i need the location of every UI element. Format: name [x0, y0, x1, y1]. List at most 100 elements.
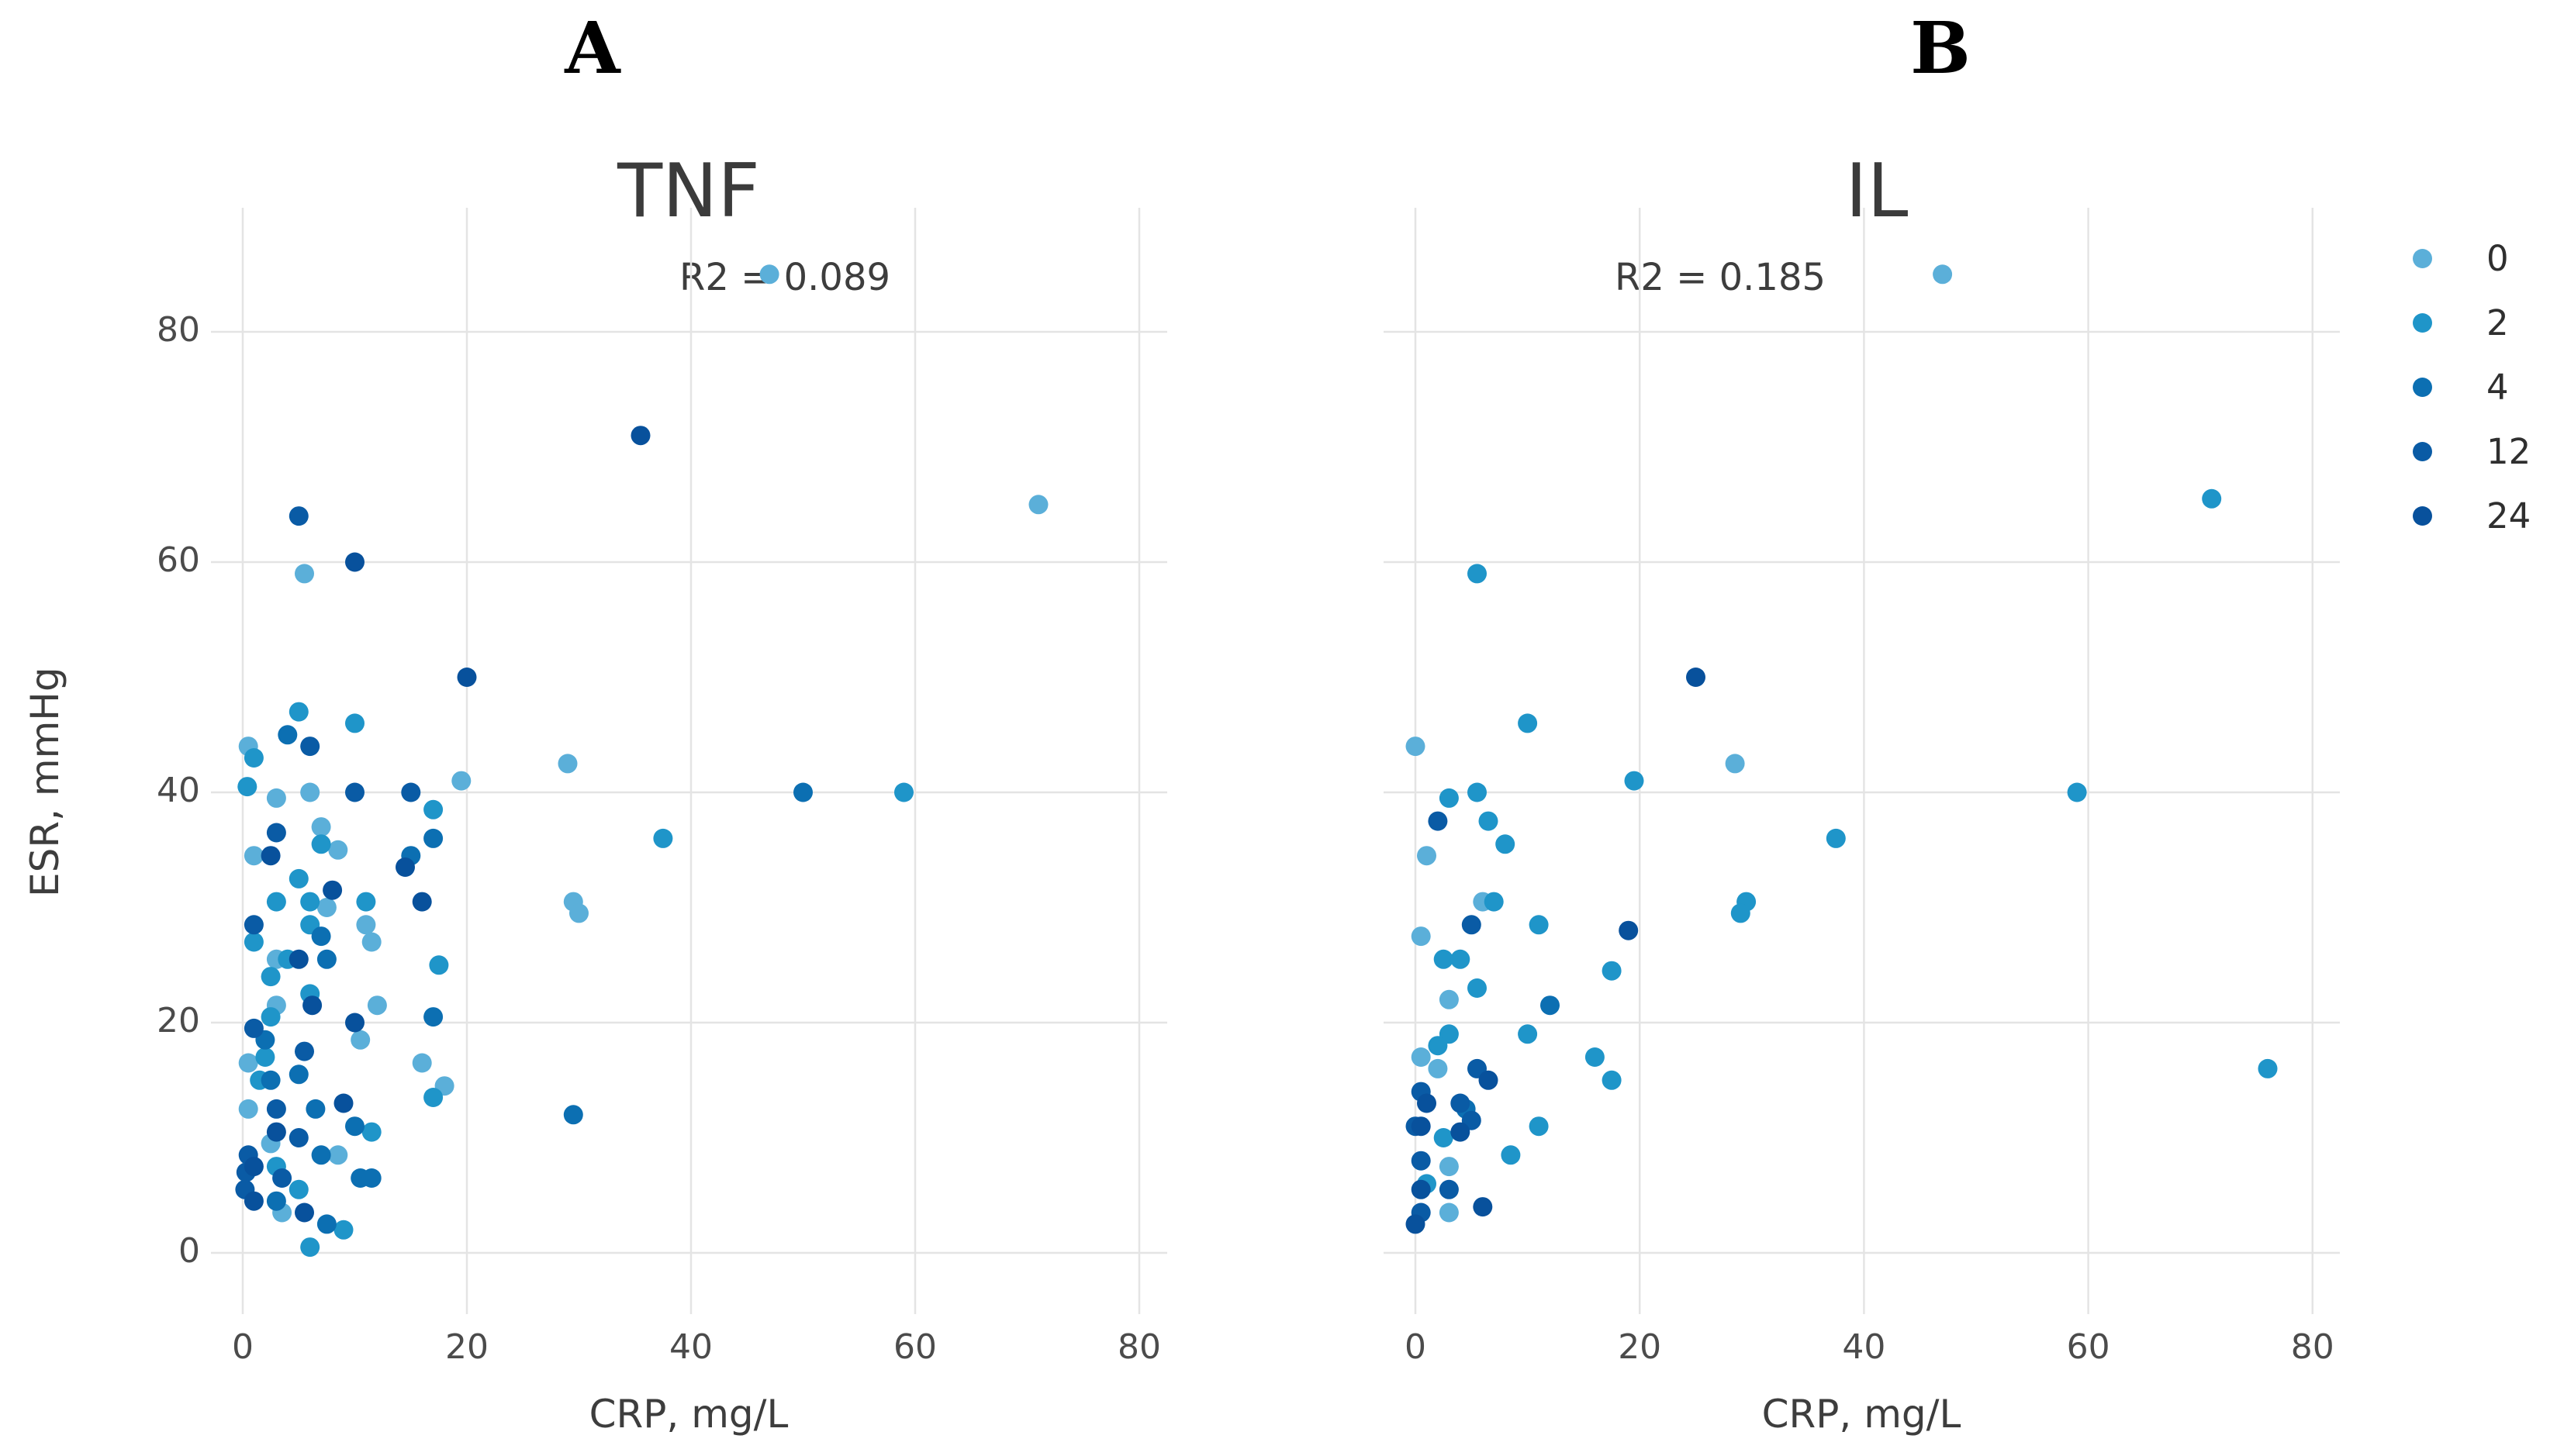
data-point-week-4: [423, 1007, 444, 1027]
data-point-week-12: [244, 1018, 264, 1038]
data-point-week-24: [302, 995, 323, 1016]
data-point-week-2: [1730, 903, 1750, 923]
data-point-week-24: [412, 892, 432, 912]
data-point-week-24: [266, 1122, 286, 1142]
data-point-week-0: [361, 932, 382, 952]
data-point-week-2: [1439, 788, 1459, 808]
legend-dot-icon: [2413, 506, 2432, 526]
data-point-week-12: [266, 1099, 286, 1119]
data-point-week-4: [361, 1168, 382, 1188]
data-point-week-24: [1411, 1116, 1431, 1137]
data-point-week-0: [1439, 1202, 1459, 1223]
data-point-week-2: [300, 892, 320, 912]
data-point-week-24: [1411, 1179, 1431, 1199]
data-point-week-24: [261, 846, 281, 866]
data-point-week-0: [569, 903, 589, 923]
data-point-week-2: [2258, 1058, 2278, 1078]
scatter-plot-tnf: [211, 208, 1167, 1314]
data-point-week-4: [316, 949, 337, 969]
data-point-week-2: [1495, 834, 1515, 854]
data-point-week-0: [558, 754, 578, 774]
data-point-week-4: [423, 828, 444, 848]
data-point-week-0: [356, 915, 376, 935]
legend-row: 2: [2400, 291, 2531, 355]
data-point-week-2: [1478, 811, 1498, 831]
legend-label: 12: [2486, 431, 2531, 472]
data-point-week-4: [793, 782, 813, 802]
data-point-week-12: [266, 823, 286, 843]
data-point-week-4: [316, 1214, 337, 1234]
data-point-week-0: [1933, 264, 1953, 285]
data-point-week-24: [1405, 1214, 1425, 1234]
panel-label-a: A: [565, 6, 620, 90]
data-point-week-0: [1417, 846, 1436, 866]
data-point-week-12: [1428, 811, 1448, 831]
data-point-week-2: [1529, 915, 1549, 935]
panel-title-tnf: TNF: [617, 149, 760, 234]
y-tick-label: 0: [178, 1231, 200, 1271]
data-point-week-24: [1619, 920, 1639, 940]
data-point-week-24: [631, 426, 651, 446]
data-point-week-2: [894, 782, 914, 802]
data-point-week-24: [1417, 1093, 1436, 1113]
data-point-week-0: [295, 564, 314, 584]
data-point-week-0: [244, 846, 264, 866]
data-point-week-24: [345, 552, 365, 572]
data-point-week-2: [2067, 782, 2087, 802]
data-point-week-2: [1518, 713, 1538, 733]
data-point-week-0: [316, 898, 337, 917]
legend: 0 2 4 12 24: [2400, 226, 2531, 548]
data-point-week-2: [311, 834, 331, 854]
y-axis-title: ESR, mmHg: [22, 667, 67, 897]
data-point-week-2: [289, 868, 309, 888]
data-point-week-4: [306, 1099, 326, 1119]
x-tick-label: 20: [445, 1327, 489, 1367]
data-point-week-0: [1411, 926, 1431, 947]
legend-dot-icon: [2413, 313, 2432, 333]
data-point-week-4: [289, 1064, 309, 1085]
data-point-week-0: [311, 817, 331, 837]
data-point-week-2: [423, 799, 444, 819]
data-point-week-2: [261, 967, 281, 987]
x-axis-title-tnf: CRP, mg/L: [589, 1392, 789, 1437]
data-point-week-24: [1686, 668, 1705, 687]
data-point-week-2: [1501, 1145, 1521, 1165]
legend-label: 2: [2486, 302, 2509, 343]
data-point-week-2: [1826, 828, 1846, 848]
data-point-week-2: [361, 1122, 382, 1142]
x-tick-label: 80: [2290, 1327, 2334, 1367]
data-point-week-12: [289, 1128, 309, 1147]
x-tick-label: 60: [2066, 1327, 2110, 1367]
data-point-week-2: [1529, 1116, 1549, 1137]
data-point-week-4: [311, 926, 331, 947]
data-point-week-24: [457, 668, 477, 687]
data-point-week-12: [345, 782, 365, 802]
data-point-week-0: [238, 1099, 258, 1119]
x-tick-label: 40: [669, 1327, 713, 1367]
data-point-week-2: [1624, 771, 1644, 791]
data-point-week-2: [429, 955, 449, 975]
data-point-week-24: [1473, 1197, 1493, 1217]
x-tick-label: 40: [1842, 1327, 1886, 1367]
data-point-week-0: [328, 1145, 348, 1165]
x-tick-label: 60: [893, 1327, 937, 1367]
legend-row: 4: [2400, 355, 2531, 419]
legend-row: 24: [2400, 484, 2531, 548]
data-point-week-2: [261, 1007, 281, 1027]
data-point-week-0: [1439, 989, 1459, 1009]
data-point-week-24: [1450, 1122, 1470, 1142]
data-point-week-12: [1461, 915, 1481, 935]
data-point-week-2: [1518, 1024, 1538, 1044]
data-point-week-2: [356, 892, 376, 912]
y-tick-label: 80: [157, 310, 200, 350]
data-point-week-2: [289, 702, 309, 722]
legend-label: 4: [2486, 367, 2509, 408]
data-point-week-0: [759, 264, 779, 285]
data-point-week-24: [289, 949, 309, 969]
data-point-week-2: [1484, 892, 1504, 912]
data-point-week-2: [1467, 564, 1487, 584]
data-point-week-24: [345, 1013, 365, 1033]
data-point-week-0: [266, 788, 286, 808]
data-point-week-2: [1428, 1036, 1448, 1056]
data-point-week-0: [1428, 1058, 1448, 1078]
